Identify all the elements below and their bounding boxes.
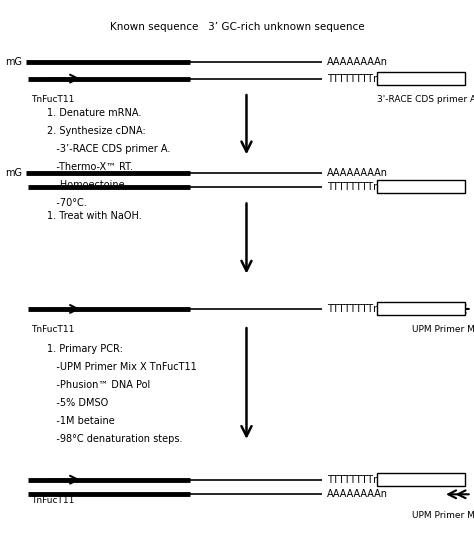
Text: UPM Primer Mix: UPM Primer Mix: [412, 325, 474, 334]
Text: TnFucT11: TnFucT11: [31, 496, 74, 505]
Text: AAAAAAAAn: AAAAAAAAn: [327, 169, 388, 178]
Bar: [377, 72, 465, 85]
Text: 2. Synthesize cDNA:: 2. Synthesize cDNA:: [47, 126, 146, 136]
Text: -UPM Primer Mix X TnFucT11: -UPM Primer Mix X TnFucT11: [47, 362, 197, 372]
Text: TnFucT11: TnFucT11: [31, 325, 74, 334]
Text: -70°C.: -70°C.: [47, 198, 87, 208]
Text: TTTTTTTTn: TTTTTTTTn: [327, 475, 379, 485]
Text: TnFucT11: TnFucT11: [31, 95, 74, 104]
Bar: [377, 180, 465, 193]
Text: -Thermo-X™ RT.: -Thermo-X™ RT.: [47, 162, 133, 172]
Text: mG: mG: [5, 57, 22, 67]
Text: -5% DMSO: -5% DMSO: [47, 398, 109, 408]
Text: TTTTTTTTn: TTTTTTTTn: [327, 74, 379, 83]
Text: -Phusion™ DNA Pol: -Phusion™ DNA Pol: [47, 380, 151, 390]
Text: 3'-RACE CDS primer A: 3'-RACE CDS primer A: [377, 95, 474, 104]
Bar: [377, 302, 465, 315]
Text: TTTTTTTTn: TTTTTTTTn: [327, 182, 379, 192]
Bar: [377, 473, 465, 486]
Text: AAAAAAAAn: AAAAAAAAn: [327, 489, 388, 499]
Text: -98°C denaturation steps.: -98°C denaturation steps.: [47, 434, 183, 443]
Text: 1. Primary PCR:: 1. Primary PCR:: [47, 344, 123, 354]
Text: TTTTTTTTn: TTTTTTTTn: [327, 304, 379, 314]
Text: 1. Treat with NaOH.: 1. Treat with NaOH.: [47, 211, 142, 221]
Text: UPM Primer Mix: UPM Primer Mix: [412, 511, 474, 520]
Text: mG: mG: [5, 169, 22, 178]
Text: 1. Denature mRNA.: 1. Denature mRNA.: [47, 108, 142, 118]
Text: AAAAAAAAn: AAAAAAAAn: [327, 57, 388, 67]
Text: -3’-RACE CDS primer A.: -3’-RACE CDS primer A.: [47, 144, 171, 154]
Text: -1M betaine: -1M betaine: [47, 416, 115, 425]
Text: Known sequence   3’ GC-rich unknown sequence: Known sequence 3’ GC-rich unknown sequen…: [109, 22, 365, 31]
Text: -Homoectoine.: -Homoectoine.: [47, 180, 128, 190]
